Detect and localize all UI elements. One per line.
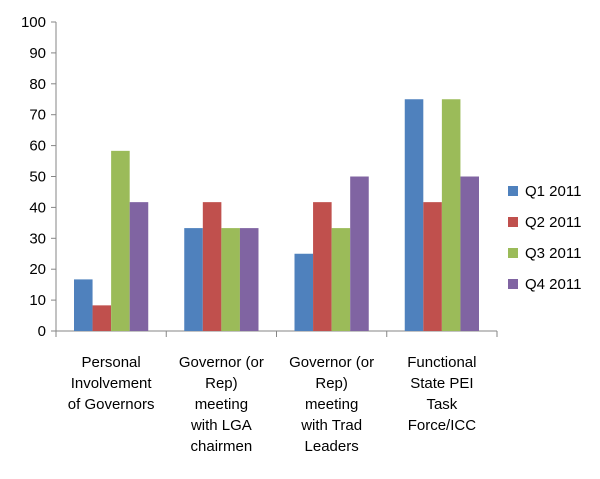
y-tick-label: 10: [29, 292, 46, 309]
y-tick-label: 0: [38, 323, 46, 340]
bar: [74, 279, 93, 331]
y-tick-label: 30: [29, 230, 46, 247]
x-category-label-line: Personal: [82, 354, 141, 371]
legend-swatch: [508, 186, 518, 196]
y-axis: 0 10 20 30 40 50 60 70 80 90 100: [21, 14, 57, 340]
x-category-label: Personal Involvement of Governors: [68, 354, 155, 413]
x-axis: [55, 330, 498, 337]
x-category-label-line: with LGA: [190, 417, 252, 434]
category-labels: Personal Involvement of Governors Governor …: [68, 354, 477, 455]
bars: [74, 99, 479, 331]
bar: [202, 202, 222, 331]
bar: [239, 228, 259, 331]
y-tick-label: 70: [29, 107, 46, 124]
legend-swatch: [508, 279, 518, 289]
x-category-label-line: chairmen: [191, 438, 253, 455]
legend-label: Q4 2011: [525, 276, 581, 293]
legend-swatch: [508, 217, 518, 227]
bar: [404, 99, 424, 331]
x-category-label: Functional State PEI Task Force/ICC: [407, 354, 476, 434]
x-category-label-line: Leaders: [305, 438, 359, 455]
bar: [294, 253, 314, 331]
x-category-label-line: Governor (or: [179, 354, 264, 371]
bar: [441, 99, 461, 331]
y-tick-label: 60: [29, 138, 46, 155]
y-tick-label: 20: [29, 261, 46, 278]
bar: [350, 176, 369, 331]
x-category-label-line: Task: [426, 396, 457, 413]
bar: [331, 228, 351, 331]
x-category-label: Governor (or Rep) meeting with LGA chairmen: [179, 354, 264, 455]
y-tick-label: 100: [21, 14, 46, 31]
y-tick-label: 80: [29, 76, 46, 93]
legend-swatch: [508, 248, 518, 258]
legend-label: Q1 2011: [525, 183, 581, 200]
bar: [221, 228, 240, 331]
x-category-label-line: Functional: [407, 354, 476, 371]
x-category-label-line: of Governors: [68, 396, 155, 413]
x-category-label: Governor (or Rep) meeting with Trad Leaders: [289, 354, 374, 455]
x-category-label-line: with Trad: [300, 417, 362, 434]
bar: [313, 202, 332, 331]
legend: Q1 2011 Q2 2011 Q3 2011 Q4 2011: [508, 183, 581, 293]
bar: [184, 228, 203, 331]
bar: [111, 150, 130, 331]
y-tick-label: 40: [29, 199, 46, 216]
x-category-label-line: Governor (or: [289, 354, 374, 371]
x-category-label-line: Rep): [315, 375, 348, 392]
x-category-label-line: meeting: [195, 396, 248, 413]
legend-label: Q3 2011: [525, 245, 581, 262]
x-category-label-line: Involvement: [71, 375, 153, 392]
bar: [92, 305, 112, 331]
y-tick-label: 50: [29, 169, 46, 186]
x-category-label-line: State PEI: [410, 375, 473, 392]
x-category-label-line: Force/ICC: [408, 417, 477, 434]
legend-label: Q2 2011: [525, 214, 581, 231]
bar: [460, 176, 479, 331]
bar: [423, 202, 442, 331]
x-category-label-line: meeting: [305, 396, 358, 413]
bar: [129, 202, 149, 331]
y-tick-label: 90: [29, 45, 46, 62]
x-category-label-line: Rep): [205, 375, 238, 392]
